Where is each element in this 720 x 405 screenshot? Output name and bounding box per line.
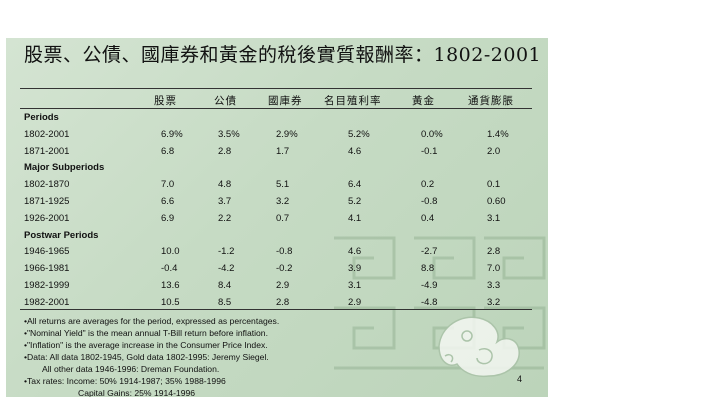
table-top-rule (20, 88, 532, 89)
table-cell: 4.6 (348, 246, 362, 258)
table-cell: -4.8 (421, 296, 438, 308)
page-number: 4 (517, 374, 523, 384)
header-rule (20, 108, 532, 109)
table-cell: 6.4 (348, 179, 362, 191)
table-cell: 6.6 (161, 196, 175, 207)
table-cell: 3.1 (487, 212, 501, 224)
footnotes: •All returns are averages for the period… (24, 315, 279, 397)
table-cell: 6.9 (161, 212, 175, 224)
table-cell: 4.8 (218, 179, 232, 191)
slide-title: 股票、公債、國庫券和黃金的稅後實質報酬率：1802-2001 (24, 44, 542, 66)
period-label: 1982-1999 (24, 280, 70, 291)
table-cell: 4.1 (348, 212, 362, 224)
column-header: 國庫券 (268, 95, 303, 107)
table-cell: 0.7 (276, 212, 290, 224)
period-label: 1802-2001 (24, 128, 70, 140)
section-label: Periods (24, 112, 59, 123)
table-cell: 3.2 (487, 296, 501, 308)
period-label: 1871-2001 (24, 145, 70, 157)
table-cell: 0.1 (487, 179, 501, 191)
table-cell: -4.9 (421, 280, 438, 291)
period-label: 1946-1965 (24, 246, 70, 258)
table-cell: 1.4% (487, 128, 509, 140)
footnote: •"Inflation" is the average increase in … (24, 340, 268, 350)
table-cell: 4.6 (348, 145, 362, 157)
column-header: 通貨膨脹 (468, 95, 514, 107)
table-cell: -4.2 (218, 263, 235, 275)
table-cell: 3.2 (276, 196, 290, 207)
table-cell: 3.3 (487, 280, 501, 291)
table-cell: 5.1 (276, 179, 290, 191)
table-cell: 2.9 (348, 296, 362, 308)
table-cell: 2.8 (487, 246, 501, 258)
footnote: •Data: All data 1802-1945, Gold data 180… (24, 352, 269, 362)
table-cell: 13.6 (161, 280, 180, 291)
column-header: 名目殖利率 (324, 95, 382, 107)
table-cell: -0.2 (276, 263, 293, 275)
table-cell: 8.4 (218, 280, 232, 291)
table-cell: -0.8 (276, 246, 293, 258)
table-cell: -1.2 (218, 246, 235, 258)
section-label: Major Subperiods (24, 162, 105, 174)
footnote: Capital Gains: 25% 1914-1996 (78, 388, 196, 397)
table-cell: 10.0 (161, 246, 180, 258)
footnote: •"Nominal Yield" is the mean annual T-Bi… (24, 328, 268, 338)
period-label: 1802-1870 (24, 179, 70, 191)
table-cell: 2.9% (276, 128, 298, 140)
footnote: All other data 1946-1996: Dreman Foundat… (42, 364, 220, 374)
table-cell: 3.1 (348, 280, 362, 291)
footnote: •Tax rates: Income: 50% 1914-1987; 35% 1… (24, 376, 226, 386)
table-cell: -0.4 (161, 263, 178, 275)
table-cell: 3.9 (348, 263, 362, 275)
table-cell: 10.5 (161, 296, 180, 308)
table-cell: 6.9% (161, 128, 183, 140)
dragon-emblem-icon (438, 316, 520, 378)
table-cell: 2.0 (487, 145, 501, 157)
column-header: 股票 (154, 95, 177, 107)
slide: 股票、公債、國庫券和黃金的稅後實質報酬率：1802-2001 股票 公債 國庫券… (6, 38, 548, 397)
period-label: 1926-2001 (24, 212, 70, 224)
table-cell: 3.5% (218, 128, 240, 140)
table-cell: 1.7 (276, 145, 290, 157)
table-cell: 3.7 (218, 196, 232, 207)
table-cell: 5.2 (348, 196, 362, 207)
period-label: 1871-1925 (24, 196, 70, 207)
table-cell: 2.2 (218, 212, 232, 224)
table-cell: 8.8 (421, 263, 435, 275)
footnote: •All returns are averages for the period… (24, 316, 280, 326)
column-header: 黃金 (412, 95, 435, 107)
table-cell: 7.0 (161, 179, 175, 191)
period-label: 1982-2001 (24, 296, 70, 308)
table-cell: -0.1 (421, 145, 438, 157)
table-cell: 8.5 (218, 296, 232, 308)
section-label: Postwar Periods (24, 229, 99, 241)
table-cell: 0.0% (421, 128, 443, 140)
table-cell: 6.8 (161, 145, 175, 157)
table-cell: 7.0 (487, 263, 501, 275)
table-cell: 2.9 (276, 280, 290, 291)
period-label: 1966-1981 (24, 263, 70, 275)
fret-pattern-decoration (334, 236, 546, 370)
table-cell: -0.8 (421, 196, 438, 207)
table-cell: 0.4 (421, 212, 435, 224)
table-cell: 5.2% (348, 128, 370, 140)
column-header: 公債 (214, 95, 237, 107)
table-bottom-rule (20, 309, 532, 310)
table-cell: 2.8 (218, 145, 232, 157)
table-cell: 2.8 (276, 296, 290, 308)
table-cell: 0.2 (421, 179, 435, 191)
table-cell: -2.7 (421, 246, 438, 258)
table-cell: 0.60 (487, 196, 506, 207)
